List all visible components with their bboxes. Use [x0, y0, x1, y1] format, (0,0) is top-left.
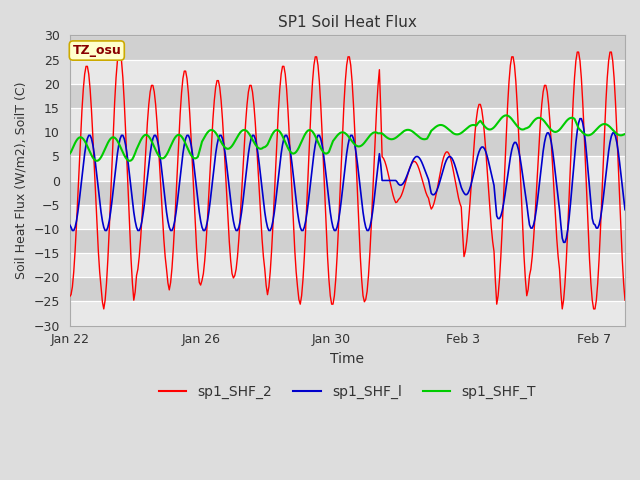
Bar [70, 253, 625, 277]
Bar [70, 108, 625, 132]
Bar [70, 36, 625, 60]
Bar [70, 60, 625, 84]
Bar [70, 277, 625, 301]
Bar [70, 204, 625, 229]
Title: SP1 Soil Heat Flux: SP1 Soil Heat Flux [278, 15, 417, 30]
Bar [70, 180, 625, 204]
Text: TZ_osu: TZ_osu [72, 44, 121, 57]
Bar [70, 156, 625, 180]
Y-axis label: Soil Heat Flux (W/m2), SoilT (C): Soil Heat Flux (W/m2), SoilT (C) [15, 82, 28, 279]
Bar [70, 301, 625, 325]
Bar [70, 84, 625, 108]
Bar [70, 132, 625, 156]
X-axis label: Time: Time [330, 352, 364, 366]
Bar [70, 229, 625, 253]
Legend: sp1_SHF_2, sp1_SHF_l, sp1_SHF_T: sp1_SHF_2, sp1_SHF_l, sp1_SHF_T [153, 379, 541, 404]
